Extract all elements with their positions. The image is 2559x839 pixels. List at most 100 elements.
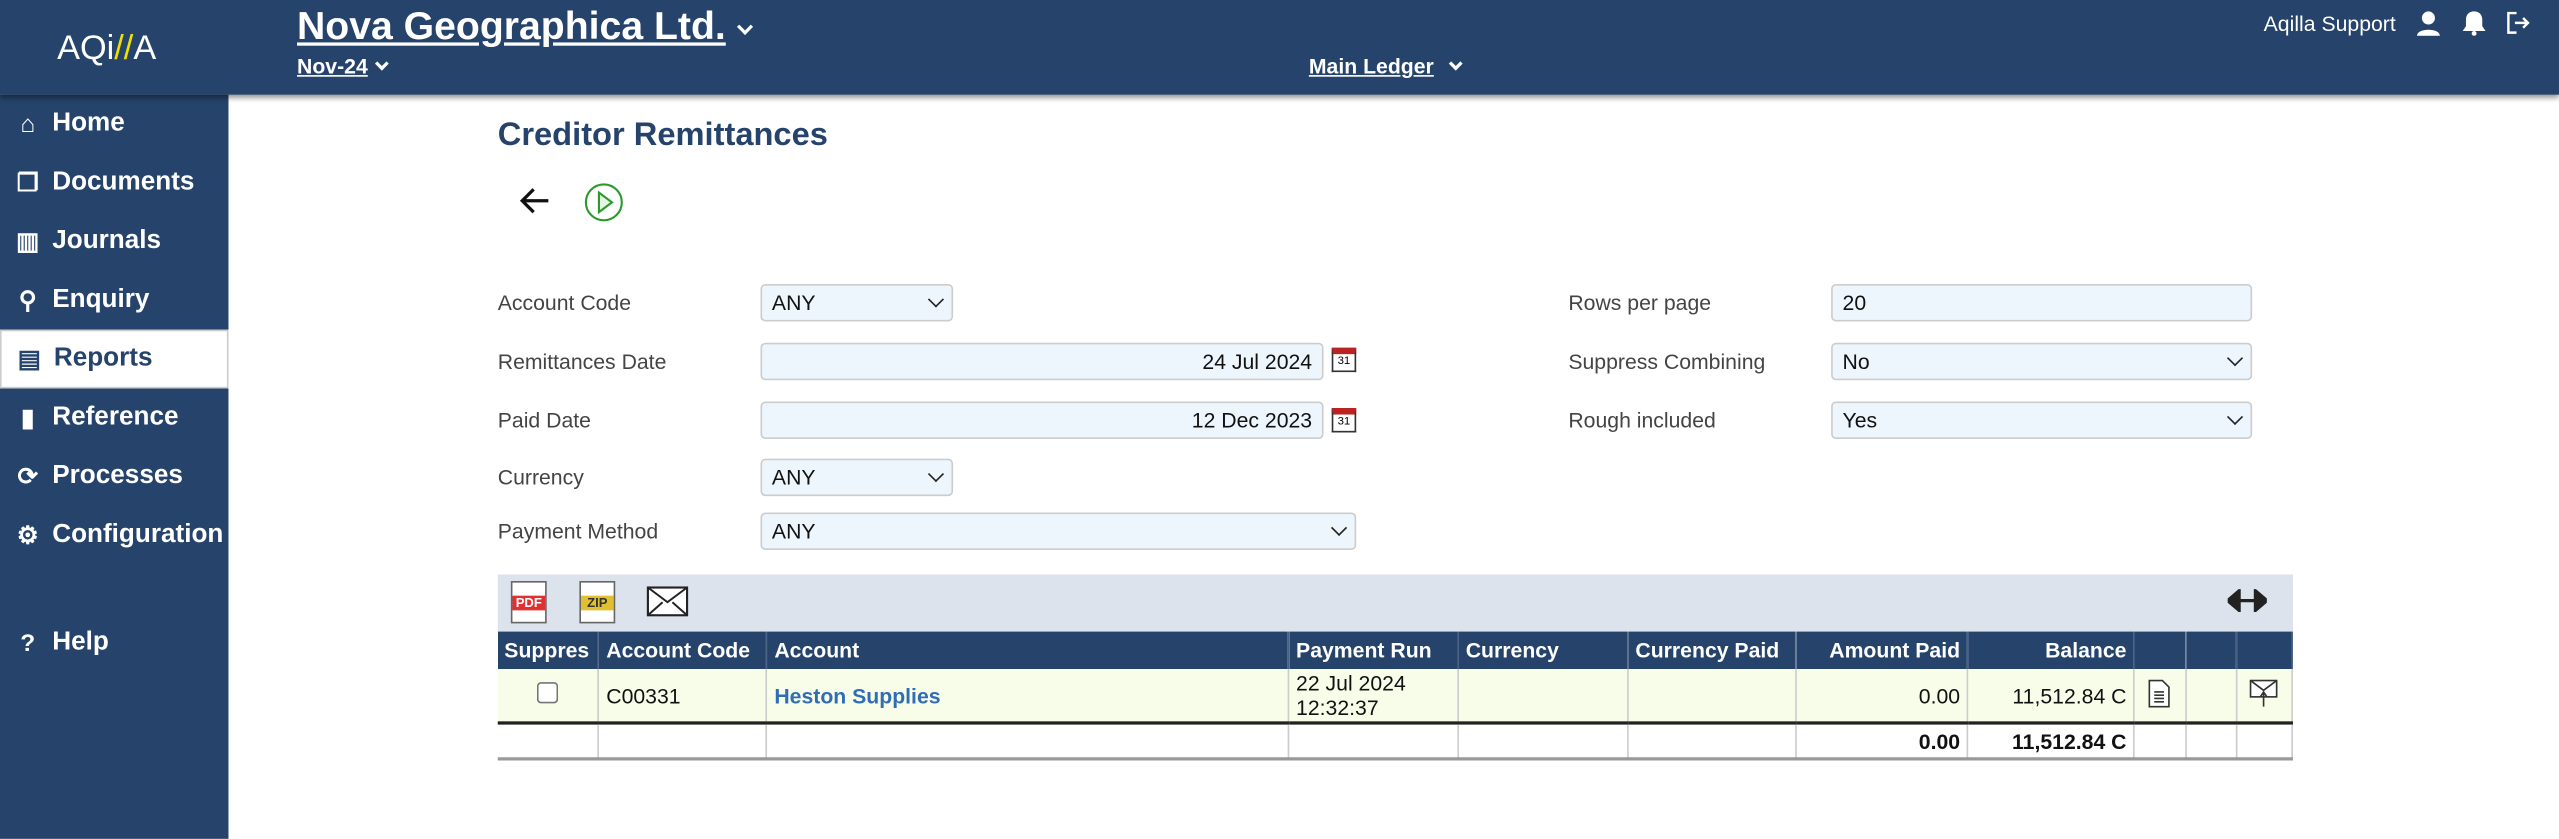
- column-header[interactable]: Currency Paid: [1628, 631, 1797, 670]
- column-header[interactable]: Balance: [1967, 631, 2135, 670]
- chevron-down-icon[interactable]: [1448, 56, 1462, 71]
- pdf-export-icon[interactable]: PDF: [510, 580, 547, 624]
- currency-value: ANY: [771, 465, 816, 490]
- totals-row: 0.00 11,512.84 C: [497, 722, 2293, 759]
- sidebar-item-journals[interactable]: ▥ Journals: [0, 212, 228, 271]
- chevron-down-icon[interactable]: [736, 18, 753, 36]
- sidebar-item-reference[interactable]: ▮ Reference: [0, 388, 228, 447]
- balance-cell: 11,512.84 C: [1967, 669, 2135, 725]
- page-title: Creditor Remittances: [497, 117, 828, 154]
- sidebar-item-label: Documents: [52, 168, 195, 196]
- chevron-down-icon: [1330, 519, 1348, 537]
- payment-method-select[interactable]: ANY: [760, 512, 1357, 550]
- company-name[interactable]: Nova Geographica Ltd.: [297, 4, 726, 49]
- column-header[interactable]: Amount Paid: [1796, 631, 1969, 670]
- account-link[interactable]: Heston Supplies: [774, 682, 941, 708]
- bell-icon[interactable]: [2461, 10, 2487, 36]
- payment-method-value: ANY: [771, 518, 816, 544]
- chevron-down-icon: [927, 466, 945, 483]
- sidebar-item-home[interactable]: ⌂ Home: [0, 95, 228, 154]
- sidebar-item-documents[interactable]: ❐ Documents: [0, 153, 228, 212]
- search-icon: ⚲: [18, 287, 37, 315]
- document-icon[interactable]: [2148, 678, 2171, 707]
- remittances-date-label: Remittances Date: [497, 349, 667, 374]
- back-arrow-icon[interactable]: [519, 186, 552, 215]
- rough-included-label: Rough included: [1568, 408, 1716, 433]
- journals-icon: ▥: [16, 228, 40, 257]
- documents-icon: ❐: [16, 169, 39, 198]
- rows-per-page-input[interactable]: 20: [1831, 283, 2253, 322]
- home-icon: ⌂: [20, 110, 36, 138]
- sidebar-item-label: Reference: [52, 403, 179, 431]
- help-icon: ?: [20, 629, 36, 657]
- calendar-icon[interactable]: 31: [1331, 347, 1357, 373]
- suppress-combining-select[interactable]: No: [1831, 342, 2253, 381]
- currency-label: Currency: [497, 465, 584, 490]
- user-name[interactable]: Aqilla Support: [2263, 10, 2396, 36]
- column-header[interactable]: Account: [766, 631, 1290, 670]
- account-code-cell: C00331: [598, 669, 768, 725]
- user-icon[interactable]: [2415, 10, 2441, 36]
- rough-included-select[interactable]: Yes: [1831, 401, 2253, 440]
- sidebar-item-label: Configuration: [52, 520, 224, 549]
- calendar-icon[interactable]: 31: [1331, 408, 1357, 433]
- payment-run-time: 12:32:37: [1296, 695, 1379, 720]
- period-selector[interactable]: Nov-24: [297, 53, 390, 79]
- account-code-value: ANY: [771, 290, 816, 315]
- sidebar-item-reports[interactable]: ▤ Reports: [0, 329, 229, 389]
- chevron-down-icon: [927, 291, 945, 308]
- ledger-label[interactable]: Main Ledger: [1308, 53, 1434, 79]
- amount-paid-cell: 0.00: [1796, 669, 1969, 725]
- top-header: AQi//A Nova Geographica Ltd. Nov-24 Main…: [0, 0, 2559, 95]
- rows-per-page-label: Rows per page: [1568, 290, 1712, 315]
- logout-icon[interactable]: [2507, 11, 2530, 34]
- sidebar-item-processes[interactable]: ⟳ Processes: [0, 447, 228, 506]
- rows-per-page-value: 20: [1842, 290, 1867, 315]
- pdf-label: PDF: [512, 595, 546, 611]
- email-icon[interactable]: [646, 586, 689, 617]
- ledger-selector[interactable]: Main Ledger: [1308, 53, 1462, 79]
- chevron-down-icon: [2226, 350, 2244, 367]
- payment-run-cell: 22 Jul 2024 12:32:37: [1288, 669, 1460, 725]
- column-header[interactable]: Account Code: [598, 631, 768, 670]
- column-header[interactable]: [2236, 631, 2293, 670]
- period-label[interactable]: Nov-24: [297, 53, 368, 79]
- sidebar-item-label: Processes: [52, 461, 183, 490]
- remittances-table: Suppres Account Code Account Payment Run Cur…: [497, 631, 2293, 761]
- user-area: Aqilla Support: [2264, 10, 2530, 36]
- send-remittance-icon[interactable]: [2250, 678, 2279, 707]
- account-code-label: Account Code: [497, 290, 632, 315]
- chevron-down-icon[interactable]: [375, 56, 390, 71]
- expand-width-icon[interactable]: [2227, 589, 2267, 612]
- table-row[interactable]: C00331 Heston Supplies 22 Jul 2024 12:32:…: [497, 669, 2293, 725]
- column-header[interactable]: Suppres: [497, 631, 600, 670]
- table-toolbar: PDF ZIP: [497, 574, 2293, 632]
- sidebar-item-label: Help: [52, 628, 109, 657]
- sidebar-item-configuration[interactable]: ⚙ Configuration: [0, 506, 228, 565]
- column-header[interactable]: [2186, 631, 2238, 670]
- paid-date-input[interactable]: 12 Dec 2023: [760, 401, 1324, 440]
- sidebar-item-enquiry[interactable]: ⚲ Enquiry: [0, 271, 228, 330]
- paid-date-value: 12 Dec 2023: [1191, 408, 1313, 433]
- column-header[interactable]: Payment Run: [1288, 631, 1460, 670]
- total-balance: 11,512.84 C: [1967, 722, 2135, 759]
- zip-export-icon[interactable]: ZIP: [579, 580, 616, 624]
- suppress-combining-label: Suppress Combining: [1568, 349, 1766, 374]
- sidebar-item-label: Home: [52, 109, 125, 138]
- reports-icon: ▤: [17, 345, 41, 374]
- account-code-select[interactable]: ANY: [760, 283, 954, 322]
- currency-select[interactable]: ANY: [760, 458, 954, 497]
- suppress-checkbox[interactable]: [537, 682, 559, 704]
- column-header[interactable]: [2133, 631, 2187, 670]
- run-play-icon[interactable]: [584, 183, 623, 222]
- remittances-date-input[interactable]: 24 Jul 2024: [760, 342, 1324, 381]
- total-amount-paid: 0.00: [1796, 722, 1969, 759]
- aqilla-logo: AQi//A: [57, 29, 157, 67]
- book-icon: ▮: [20, 404, 35, 433]
- payment-run-date: 22 Jul 2024: [1296, 670, 1406, 696]
- sidebar-item-help[interactable]: ? Help: [0, 614, 228, 673]
- chevron-down-icon: [2226, 408, 2244, 426]
- sidebar-item-label: Enquiry: [52, 285, 150, 314]
- column-header[interactable]: Currency: [1458, 631, 1629, 670]
- company-selector[interactable]: Nova Geographica Ltd.: [297, 4, 753, 51]
